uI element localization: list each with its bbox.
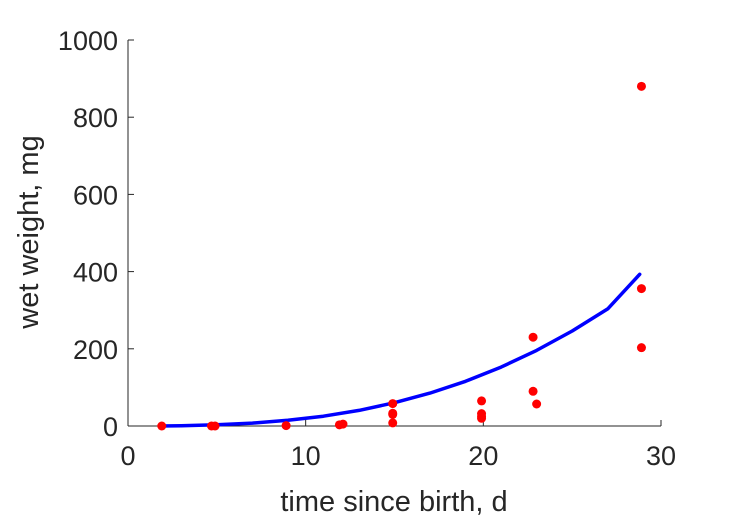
data-point xyxy=(477,409,487,419)
data-point xyxy=(636,284,646,294)
data-point xyxy=(636,81,646,91)
fit-line xyxy=(158,272,642,428)
data-point xyxy=(388,399,398,409)
y-tick-label: 1000 xyxy=(58,26,118,56)
data-point xyxy=(477,396,487,406)
y-axis-label: wet weight, mg xyxy=(13,135,45,329)
data-point xyxy=(528,332,538,342)
x-tick-label: 0 xyxy=(120,441,135,471)
data-point xyxy=(636,343,646,353)
y-tick-label: 0 xyxy=(103,412,118,442)
data-point xyxy=(210,421,220,431)
data-point xyxy=(528,386,538,396)
data-point xyxy=(338,419,348,429)
axes xyxy=(127,39,662,427)
data-point xyxy=(281,421,291,431)
tick-labels: 0 10 20 30 0 200 400 600 800 1000 xyxy=(58,26,676,471)
fit-line-layer xyxy=(158,272,642,428)
x-axis-label: time since birth, d xyxy=(280,486,507,518)
y-tick-label: 800 xyxy=(73,103,118,133)
data-point xyxy=(157,421,167,431)
x-tick-label: 10 xyxy=(291,441,321,471)
y-tick-label: 600 xyxy=(73,180,118,210)
x-tick-label: 30 xyxy=(646,441,676,471)
data-point xyxy=(532,399,542,409)
x-tick-label: 20 xyxy=(468,441,498,471)
y-tick-label: 200 xyxy=(73,335,118,365)
data-points-layer xyxy=(157,81,646,431)
y-tick-label: 400 xyxy=(73,258,118,288)
data-point xyxy=(388,408,398,418)
data-point xyxy=(388,418,398,428)
